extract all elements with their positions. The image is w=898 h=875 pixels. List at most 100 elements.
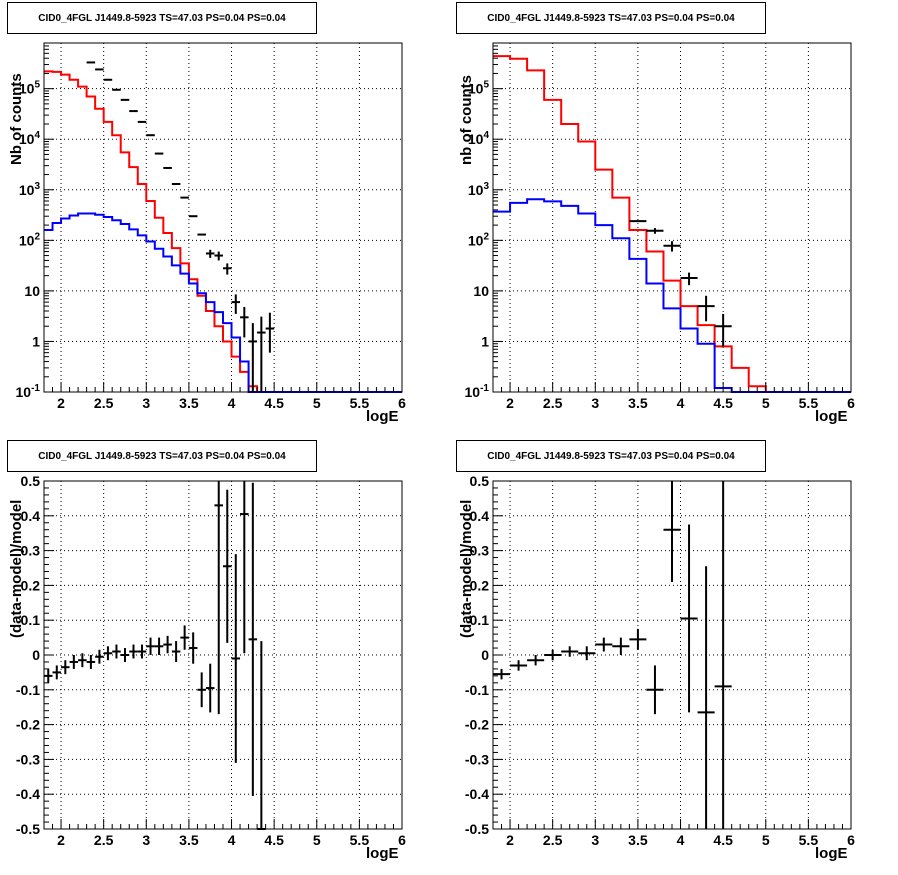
- y-tick-label: 0.2: [21, 577, 41, 593]
- y-tick-label: -0.1: [16, 682, 40, 698]
- data-point: [697, 566, 715, 829]
- data-point: [561, 646, 579, 657]
- y-tick-label: 10-1: [465, 383, 490, 400]
- y-tick-label: 104: [468, 130, 490, 147]
- y-tick-label: 0.3: [21, 543, 41, 559]
- y-tick-label: 103: [19, 181, 41, 198]
- y-tick-label: -0.4: [16, 786, 40, 802]
- data-point: [663, 481, 681, 582]
- data-point: [612, 637, 630, 655]
- x-tick-label: 2: [506, 395, 514, 411]
- data-point: [510, 660, 528, 671]
- x-axis-label: logE: [815, 408, 848, 425]
- y-tick-label: 0.5: [21, 473, 41, 489]
- y-tick-label: -0.3: [16, 751, 40, 767]
- x-tick-label: 2.5: [543, 832, 563, 848]
- x-tick-label: 5.5: [799, 832, 819, 848]
- y-tick-label: 104: [19, 130, 41, 147]
- data-point: [171, 641, 181, 662]
- data-point: [544, 649, 562, 661]
- x-tick-label: 2.5: [543, 395, 563, 411]
- x-tick-label: 6: [847, 832, 855, 848]
- data-point: [646, 228, 664, 234]
- x-tick-label: 3: [142, 832, 150, 848]
- y-tick-label: 1: [32, 333, 40, 349]
- x-tick-label: 5.5: [350, 832, 370, 848]
- x-tick-label: 4: [228, 395, 236, 411]
- y-tick-label: 0.1: [470, 612, 490, 628]
- data-point: [714, 313, 732, 347]
- data-point: [205, 663, 215, 713]
- chart-panel-3: 2 2.5 3 3.5 4 4.5 5 5.5 6 -0.5 -0.4 -0.3 -0.2 -0.1 0 0.…: [16, 473, 406, 848]
- y-tick-label: -0.3: [465, 751, 489, 767]
- x-tick-label: 4: [677, 832, 685, 848]
- x-axis-label: logE: [366, 408, 399, 425]
- y-tick-label: 10-1: [16, 383, 41, 400]
- y-tick-label: -0.5: [16, 821, 40, 837]
- y-tick-label: -0.2: [465, 717, 489, 733]
- x-axis-label: logE: [815, 845, 848, 862]
- data-point: [595, 637, 613, 652]
- data-point: [223, 263, 232, 275]
- x-tick-label: 5.5: [799, 395, 819, 411]
- data-point: [154, 637, 164, 655]
- y-axis-label: Nb of counts: [8, 73, 25, 165]
- data-point: [214, 481, 223, 715]
- data-point: [646, 665, 664, 715]
- data-point: [231, 294, 241, 314]
- data-point: [197, 672, 206, 708]
- data-point: [205, 249, 215, 258]
- x-tick-label: 5: [313, 395, 321, 411]
- data-point: [61, 660, 70, 675]
- y-tick-label: 0.1: [21, 612, 41, 628]
- x-tick-label: 3: [591, 832, 599, 848]
- x-tick-label: 4.5: [264, 395, 284, 411]
- x-tick-label: 2.5: [94, 395, 114, 411]
- data-point: [163, 635, 172, 654]
- data-point: [214, 251, 223, 261]
- y-tick-label: 0.5: [470, 473, 490, 489]
- x-tick-label: 5: [313, 832, 321, 848]
- data-point: [69, 655, 79, 669]
- x-tick-label: 6: [398, 832, 406, 848]
- x-axis-label: logE: [366, 845, 399, 862]
- data-point: [52, 665, 62, 680]
- x-tick-label: 3: [142, 395, 150, 411]
- y-axis-label: (data-model)/model: [8, 499, 25, 638]
- data-point: [86, 655, 96, 669]
- x-tick-label: 5: [762, 395, 770, 411]
- x-tick-label: 2: [57, 395, 65, 411]
- data-point: [493, 668, 511, 680]
- data-point: [240, 481, 249, 654]
- plot-area: [44, 481, 402, 829]
- model-histogram-1: [493, 55, 851, 393]
- y-tick-label: 105: [468, 80, 490, 97]
- data-point: [629, 628, 647, 650]
- data-point: [578, 646, 596, 661]
- y-tick-label: 1: [481, 333, 489, 349]
- data-point: [248, 323, 258, 392]
- data-point: [240, 307, 249, 338]
- x-tick-label: 4: [677, 395, 685, 411]
- plot-area: [493, 43, 851, 392]
- data-point: [527, 655, 545, 666]
- chart-title: CID0_4FGL J1449.8-5923 TS=47.03 PS=0.04 …: [7, 440, 317, 472]
- chart-title: CID0_4FGL J1449.8-5923 TS=47.03 PS=0.04 …: [456, 2, 766, 34]
- y-tick-label: 103: [468, 181, 490, 198]
- y-tick-label: 10: [473, 283, 489, 299]
- y-tick-label: 0: [481, 647, 489, 663]
- x-tick-label: 2.5: [94, 832, 114, 848]
- data-point: [112, 644, 121, 659]
- x-tick-label: 5: [762, 832, 770, 848]
- data-point: [265, 312, 275, 353]
- data-point: [146, 637, 155, 655]
- data-point: [78, 653, 87, 668]
- y-tick-label: -0.1: [465, 682, 489, 698]
- data-point: [129, 644, 138, 659]
- x-tick-label: 6: [847, 395, 855, 411]
- y-tick-label: -0.2: [16, 717, 40, 733]
- chart-panel-1: 2 2.5 3 3.5 4 4.5 5 5.5 6 10-1 1 10 102 103 104 105: [16, 42, 406, 411]
- y-tick-label: 0.3: [470, 543, 490, 559]
- data-point: [697, 295, 715, 322]
- data-point: [223, 489, 232, 643]
